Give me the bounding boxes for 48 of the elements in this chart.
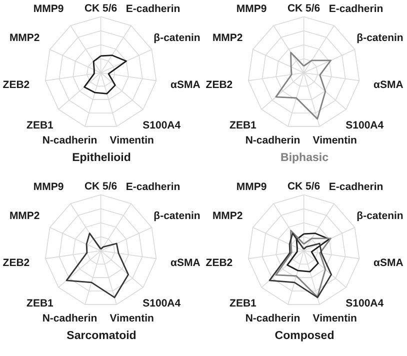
spoke-label: αSMA xyxy=(170,256,201,269)
spoke-label: S100A4 xyxy=(346,297,384,310)
spoke-label: ZEB2 xyxy=(206,256,233,269)
spoke-label: CK 5/6 xyxy=(287,180,320,192)
spoke-label: β-catenin xyxy=(154,32,200,44)
spoke-label: MMP9 xyxy=(236,2,267,15)
spoke-label: MMP2 xyxy=(9,32,40,44)
spoke-label: ZEB1 xyxy=(26,297,54,310)
spoke-label: MMP9 xyxy=(33,180,64,193)
spoke-label: S100A4 xyxy=(142,119,181,132)
spoke-label: E-cadherin xyxy=(328,180,384,193)
spoke-label: CK 5/6 xyxy=(84,2,118,14)
spoke-label: Vimentin xyxy=(312,312,357,324)
spoke-label: E-cadherin xyxy=(126,2,180,15)
spoke-label: ZEB1 xyxy=(26,119,54,132)
spoke-label: N-cadherin xyxy=(245,312,300,324)
spoke-label: S100A4 xyxy=(346,119,384,132)
spoke-label: S100A4 xyxy=(142,297,181,310)
spoke-label: αSMA xyxy=(373,78,404,91)
text: Sarcomatoid xyxy=(66,330,136,342)
spoke-label: E-cadherin xyxy=(328,2,384,15)
spoke-label: MMP9 xyxy=(33,2,64,15)
spoke-label: Vimentin xyxy=(110,312,154,324)
spoke-label: N-cadherin xyxy=(42,134,98,146)
spoke-label: β-catenin xyxy=(356,32,404,44)
spoke-label: ZEB2 xyxy=(206,78,233,91)
text: Epithelioid xyxy=(72,152,131,164)
spoke-label: αSMA xyxy=(373,256,404,269)
spoke-label: E-cadherin xyxy=(126,180,180,193)
spoke-label: β-catenin xyxy=(356,210,404,222)
spoke-label: ZEB1 xyxy=(230,297,257,310)
spoke-label: MMP9 xyxy=(236,180,267,193)
spoke-label: N-cadherin xyxy=(245,134,300,146)
spoke-label: β-catenin xyxy=(154,210,200,222)
spoke-label: MMP2 xyxy=(9,210,40,222)
text: Biphasic xyxy=(280,152,330,164)
spoke-label: MMP2 xyxy=(212,210,243,222)
spoke-label: ZEB1 xyxy=(230,119,257,132)
spoke-label: Vimentin xyxy=(312,134,357,146)
spoke-label: ZEB2 xyxy=(2,256,30,269)
spoke-label: CK 5/6 xyxy=(287,2,320,14)
spoke-label: N-cadherin xyxy=(42,312,98,324)
spoke-label: CK 5/6 xyxy=(84,180,118,192)
spoke-label: αSMA xyxy=(170,78,201,91)
spoke-label: ZEB2 xyxy=(2,78,30,91)
spoke-label: Vimentin xyxy=(110,134,154,146)
text: Composed xyxy=(274,330,334,342)
spoke-label: MMP2 xyxy=(212,32,243,44)
